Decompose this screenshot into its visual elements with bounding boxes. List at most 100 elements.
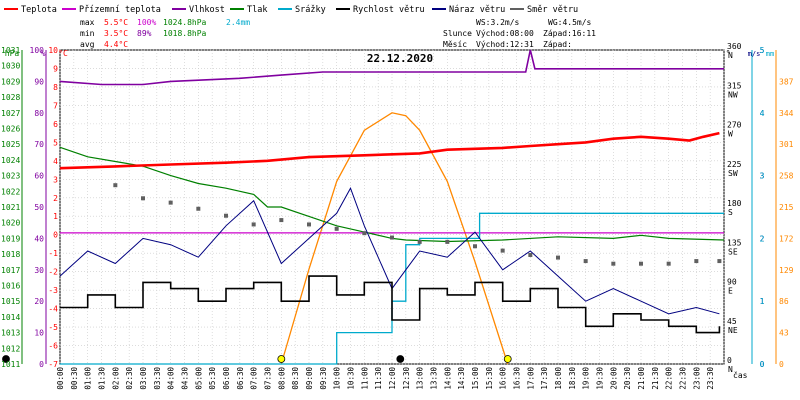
x-tick: 08:30 xyxy=(291,367,300,390)
mm-tick: 5 xyxy=(760,46,765,55)
ms-tick: 5 xyxy=(760,46,765,55)
x-tick: 15:00 xyxy=(471,367,480,390)
deg-tick: 225 xyxy=(727,160,742,169)
pct-tick: 0 xyxy=(39,360,44,369)
legend-label: Rychlost větru xyxy=(353,5,425,15)
x-tick: 14:00 xyxy=(443,367,452,390)
dir-tick: E xyxy=(728,287,733,296)
c-tick: -1 xyxy=(48,249,58,258)
pct-tick: 90 xyxy=(34,77,44,86)
deg-tick: 135 xyxy=(727,238,742,247)
wind-direction-point xyxy=(717,259,722,264)
dir-tick: W xyxy=(728,130,733,139)
wind-direction-point xyxy=(334,226,339,231)
plot-area xyxy=(2,49,725,365)
pct-tick: 30 xyxy=(34,266,44,275)
deg-tick: 180 xyxy=(727,199,742,208)
hpa-tick: 1016 xyxy=(1,282,20,291)
x-tick: 10:00 xyxy=(333,367,342,390)
c-tick: 4 xyxy=(53,157,58,166)
wind-direction-point xyxy=(694,259,699,264)
stats-min-press: 1018.8hPa xyxy=(163,29,207,38)
wind-direction-point xyxy=(224,213,228,218)
ms-tick: 4 xyxy=(760,109,765,118)
rad-tick: 215 xyxy=(779,203,794,212)
c-tick: 0 xyxy=(53,231,58,240)
hpa-tick: 1014 xyxy=(1,313,20,322)
x-tick: 09:30 xyxy=(319,367,328,390)
series-rain-line xyxy=(60,212,724,365)
x-tick: 08:00 xyxy=(277,367,286,390)
wind-direction-point xyxy=(583,259,588,264)
moon-marker-left xyxy=(2,355,10,363)
wind-direction-point xyxy=(473,244,477,249)
x-tick: 07:00 xyxy=(250,367,259,390)
pct-tick: 100 xyxy=(30,46,45,55)
wind-direction-point xyxy=(168,200,173,205)
wind-direction-point xyxy=(445,239,450,244)
x-tick: 17:00 xyxy=(526,367,535,390)
x-tick: 12:30 xyxy=(402,367,411,390)
x-tick: 19:30 xyxy=(596,367,605,390)
hpa-tick: 1012 xyxy=(1,344,20,353)
deg-tick: 90 xyxy=(727,278,737,287)
c-unit: °C xyxy=(58,49,68,58)
x-tick: 11:30 xyxy=(374,367,383,390)
rad-tick: 129 xyxy=(779,266,794,275)
x-tick: 04:30 xyxy=(181,367,190,390)
legend-label: Teplota xyxy=(21,5,57,15)
x-tick: 07:30 xyxy=(264,367,273,390)
wind-direction-point xyxy=(113,183,118,188)
rad-tick: 172 xyxy=(779,234,794,243)
deg-tick: 45 xyxy=(727,317,737,326)
hpa-tick: 1019 xyxy=(1,234,20,243)
rad-tick: 86 xyxy=(779,297,789,306)
x-tick: 16:30 xyxy=(513,367,522,390)
stats-max-rain: 2.4mm xyxy=(226,18,250,27)
x-tick: 02:30 xyxy=(125,367,134,390)
hpa-tick: 1028 xyxy=(1,93,20,102)
x-tick: 04:00 xyxy=(167,367,176,390)
wind-direction-point xyxy=(141,196,145,201)
x-tick: 19:00 xyxy=(582,367,591,390)
x-tick: 20:00 xyxy=(609,367,618,390)
c-tick: -6 xyxy=(48,342,58,351)
x-tick: 13:00 xyxy=(416,367,425,390)
x-tick: 05:30 xyxy=(208,367,217,390)
wind-direction-point xyxy=(666,261,671,266)
hpa-tick: 1021 xyxy=(1,203,20,212)
mm-tick: 3 xyxy=(760,172,765,181)
pct-unit: % xyxy=(41,49,46,58)
pct-tick: 70 xyxy=(34,140,44,149)
dir-tick: N xyxy=(728,51,733,60)
hpa-tick: 1022 xyxy=(1,187,20,196)
c-tick: -3 xyxy=(48,286,58,295)
stats-block: max 5.5°C 100% 1024.8hPa 2.4mm min 3.5°C… xyxy=(80,18,250,49)
wind-direction-point xyxy=(307,222,311,227)
rad-tick: 258 xyxy=(779,172,794,181)
hpa-tick: 1015 xyxy=(1,297,20,306)
x-tick: 17:30 xyxy=(540,367,549,390)
x-tick: 02:00 xyxy=(111,367,120,390)
x-tick: 20:30 xyxy=(623,367,632,390)
x-tick: 22:00 xyxy=(665,367,674,390)
wind-direction-point xyxy=(251,222,256,227)
x-axis-label: čas xyxy=(733,370,748,380)
chart-title: 22.12.2020 xyxy=(367,52,433,65)
ms-tick: 2 xyxy=(760,234,765,243)
stats-max-temp: 5.5°C xyxy=(104,18,128,27)
dir-tick: NW xyxy=(728,90,738,99)
pct-tick: 40 xyxy=(34,234,44,243)
c-tick: 9 xyxy=(53,64,58,73)
mm-tick: 4 xyxy=(760,109,765,118)
moon-rise: Východ:12:31 xyxy=(476,40,534,49)
x-tick: 12:00 xyxy=(388,367,397,390)
legend: Teplota Přízemní teplota Vlhkost Tlak Srážky… xyxy=(4,5,578,15)
dir-tick: SW xyxy=(728,169,738,178)
wind-direction-point xyxy=(196,206,201,211)
hpa-tick: 1024 xyxy=(1,156,20,165)
mm-tick: 1 xyxy=(760,297,765,306)
dir-tick: SE xyxy=(728,247,738,256)
hpa-tick: 1017 xyxy=(1,266,20,275)
